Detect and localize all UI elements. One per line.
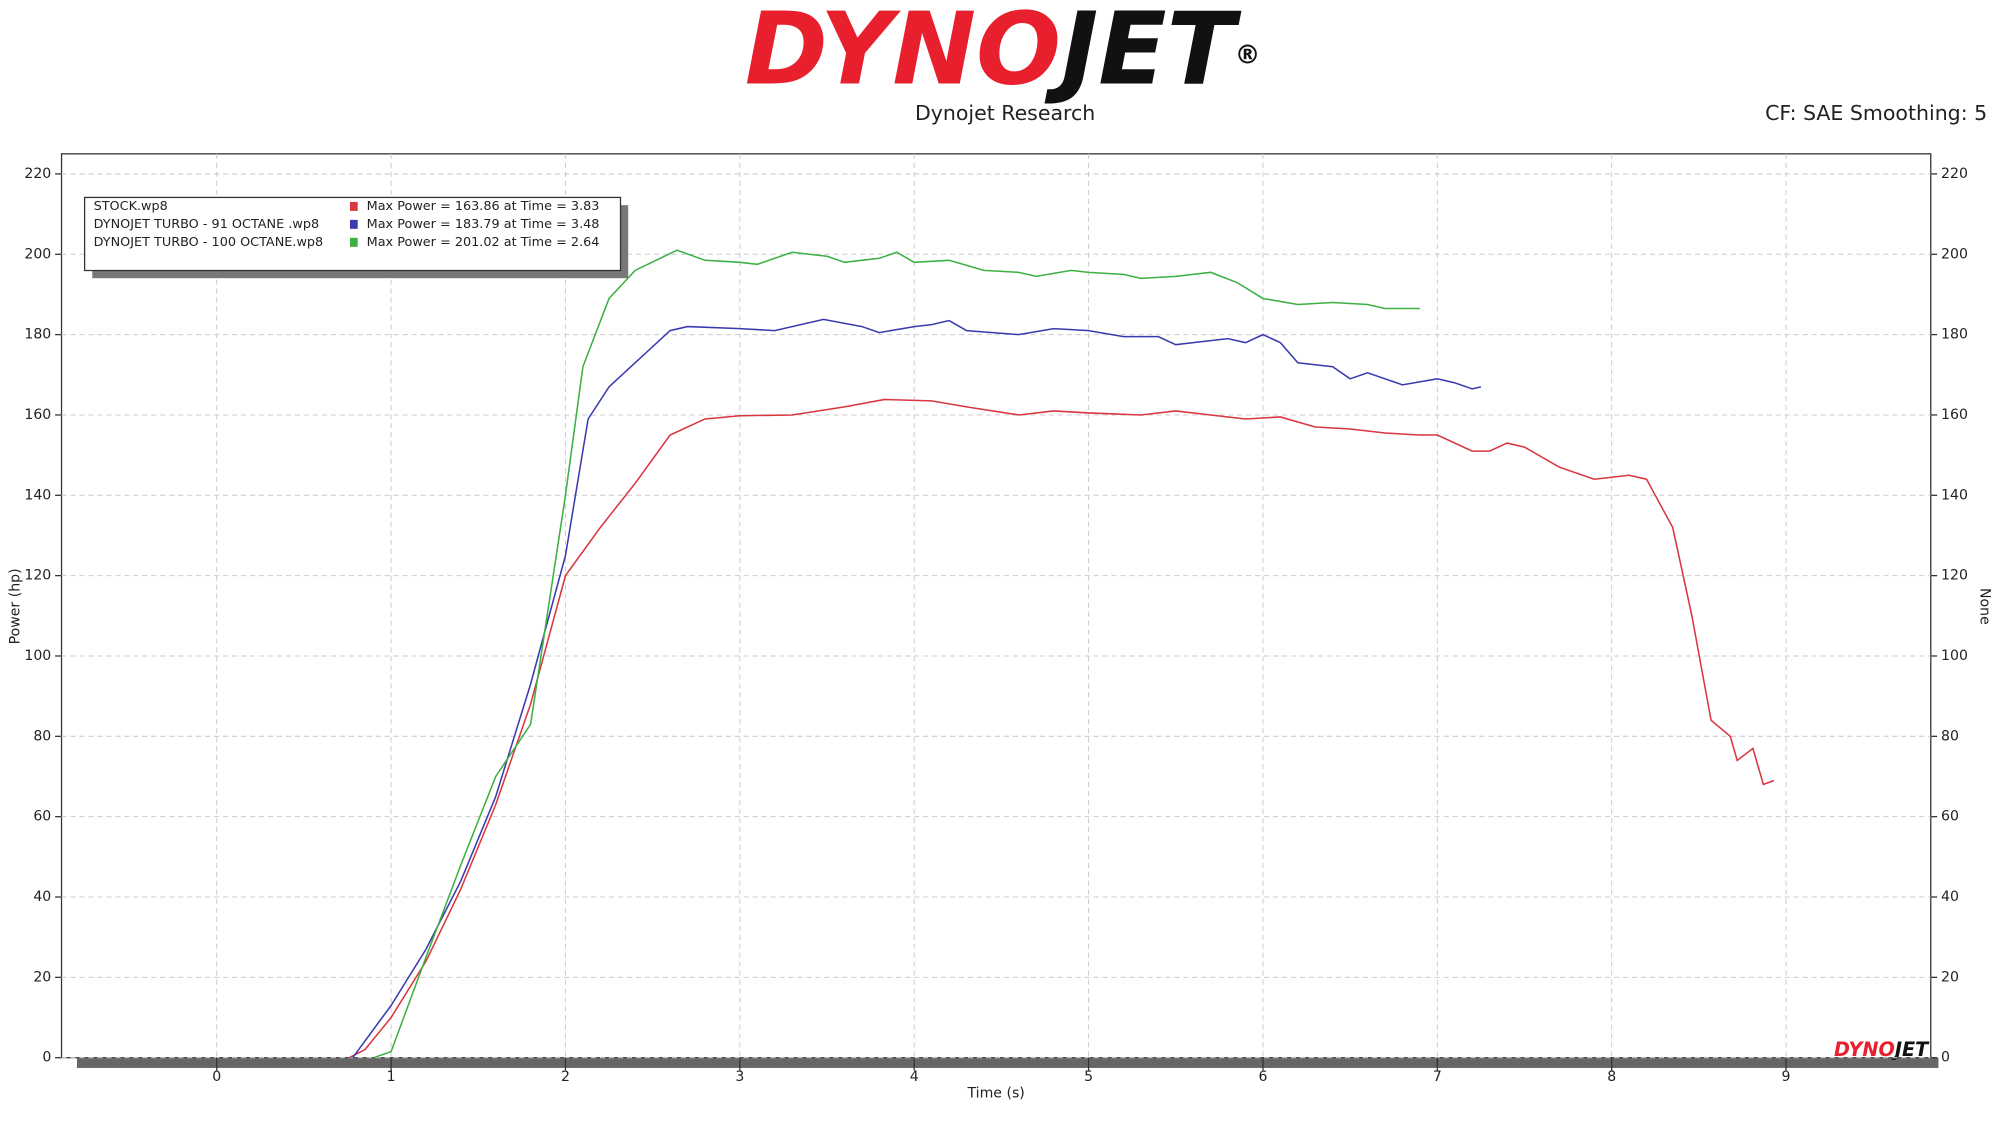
logo-part: JET: [1891, 1038, 1930, 1061]
x-tick-label: 6: [1258, 1069, 1267, 1085]
legend-label: DYNOJET TURBO - 100 OCTANE.wp8: [94, 235, 324, 250]
y2-tick-label: 80: [1941, 728, 1959, 744]
y-tick-label: 100: [24, 648, 51, 664]
x-tick-label: 2: [561, 1069, 570, 1085]
y2-tick-label: 120: [1941, 568, 1968, 584]
y2-tick-label: 20: [1941, 969, 1959, 985]
series-line: [352, 318, 1482, 1059]
y-tick-label: 20: [33, 969, 51, 985]
y2-tick-label: 0: [1941, 1050, 1950, 1066]
header-right: CF: SAE Smoothing: 5: [1765, 101, 1987, 125]
y2-axis-label: None: [1977, 588, 1993, 625]
corner-logo: DYNOJET: [1834, 1038, 1930, 1061]
y2-tick-label: 220: [1941, 166, 1968, 182]
legend-annotation: Max Power = 163.86 at Time = 3.83: [367, 199, 600, 214]
plot: 0204060801001201401601802002200204060801…: [24, 153, 1968, 1085]
legend-label: DYNOJET TURBO - 91 OCTANE .wp8: [94, 217, 320, 232]
y2-tick-label: 140: [1941, 487, 1968, 503]
x-tick-label: 4: [910, 1069, 919, 1085]
y-tick-label: 0: [42, 1050, 51, 1066]
x-tick-label: 9: [1782, 1069, 1791, 1085]
y2-tick-label: 100: [1941, 648, 1968, 664]
y2-tick-label: 180: [1941, 327, 1968, 343]
legend-annotation: Max Power = 201.02 at Time = 2.64: [367, 235, 600, 250]
y2-tick-label: 160: [1941, 407, 1968, 423]
series-line: [373, 249, 1420, 1059]
y2-tick-label: 200: [1941, 246, 1968, 262]
x-tick-label: 5: [1084, 1069, 1093, 1085]
legend-swatch: [350, 237, 358, 247]
y-tick-label: 140: [24, 487, 51, 503]
y-axis-label: Power (hp): [7, 568, 23, 644]
series-line: [348, 398, 1775, 1059]
y-tick-label: 220: [24, 166, 51, 182]
logo: DYNOJET®: [745, 0, 1261, 108]
x-tick-label: 0: [212, 1069, 221, 1085]
x-axis-label: Time (s): [966, 1086, 1024, 1102]
subtitle: Dynojet Research: [915, 101, 1095, 125]
legend-swatch: [350, 219, 358, 229]
y-tick-label: 120: [24, 568, 51, 584]
bottom-bar: [76, 1057, 1939, 1068]
legend-annotation: Max Power = 183.79 at Time = 3.48: [367, 217, 600, 232]
y-tick-label: 200: [24, 246, 51, 262]
logo-part: ®: [1235, 40, 1261, 70]
y-tick-label: 40: [33, 889, 51, 905]
y-tick-label: 180: [24, 327, 51, 343]
logo-part: DYNO: [1834, 1038, 1895, 1061]
x-tick-label: 1: [387, 1069, 396, 1085]
y2-tick-label: 40: [1941, 889, 1959, 905]
y-tick-label: 160: [24, 407, 51, 423]
x-tick-label: 3: [735, 1069, 744, 1085]
y-tick-label: 80: [33, 728, 51, 744]
x-tick-label: 8: [1607, 1069, 1616, 1085]
legend-swatch: [350, 201, 358, 211]
plot-frame: [60, 153, 1932, 1059]
x-tick-label: 7: [1433, 1069, 1442, 1085]
logo-part: DYNO: [745, 0, 1061, 108]
logo-part: JET: [1044, 0, 1242, 108]
legend-label: STOCK.wp8: [94, 199, 168, 214]
y-tick-label: 60: [33, 809, 51, 825]
y2-tick-label: 60: [1941, 809, 1959, 825]
